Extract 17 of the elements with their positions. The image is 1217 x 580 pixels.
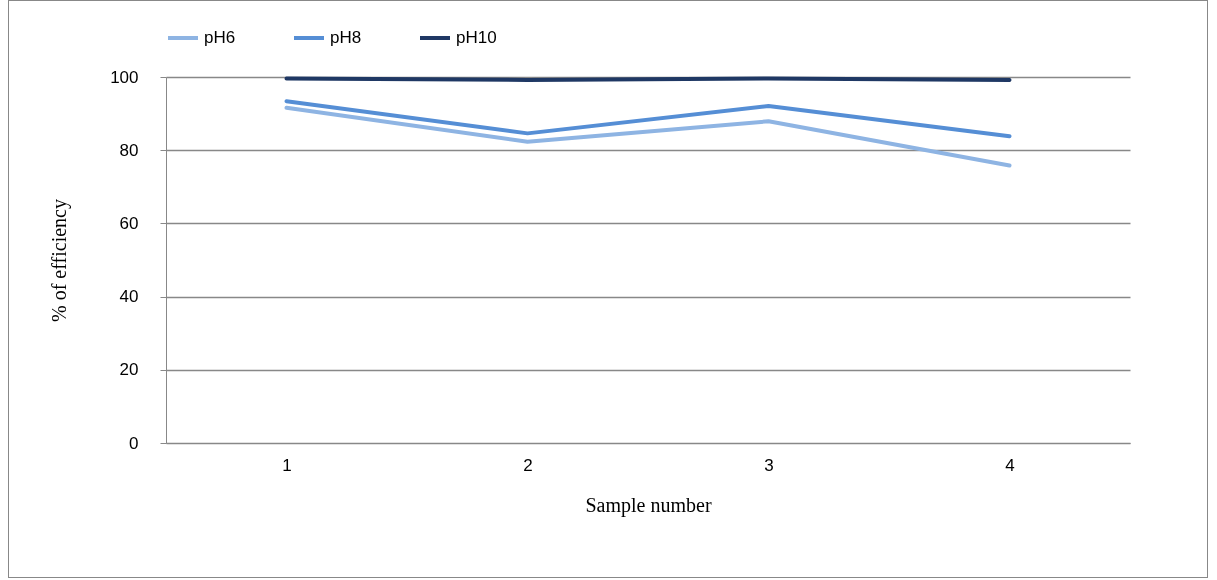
y-tick-label: 100 <box>110 67 139 87</box>
legend-label: pH6 <box>204 28 236 47</box>
legend-label: pH10 <box>456 28 497 47</box>
legend-label: pH8 <box>330 28 362 47</box>
y-tick-label: 60 <box>119 213 139 233</box>
y-axis-title: % of efficiency <box>48 199 72 322</box>
x-tick-label: 4 <box>1005 455 1015 475</box>
x-axis-title: Sample number <box>585 493 712 517</box>
x-tick-label: 2 <box>523 455 533 475</box>
x-tick-label: 1 <box>282 455 292 475</box>
line-series <box>284 105 1012 168</box>
line-series <box>284 99 1012 139</box>
y-tick-label: 0 <box>129 433 139 453</box>
y-tick-label: 40 <box>119 287 139 307</box>
y-tick-label: 80 <box>119 140 139 160</box>
x-tick-label: 3 <box>764 455 774 475</box>
y-tick-label: 20 <box>119 360 139 380</box>
